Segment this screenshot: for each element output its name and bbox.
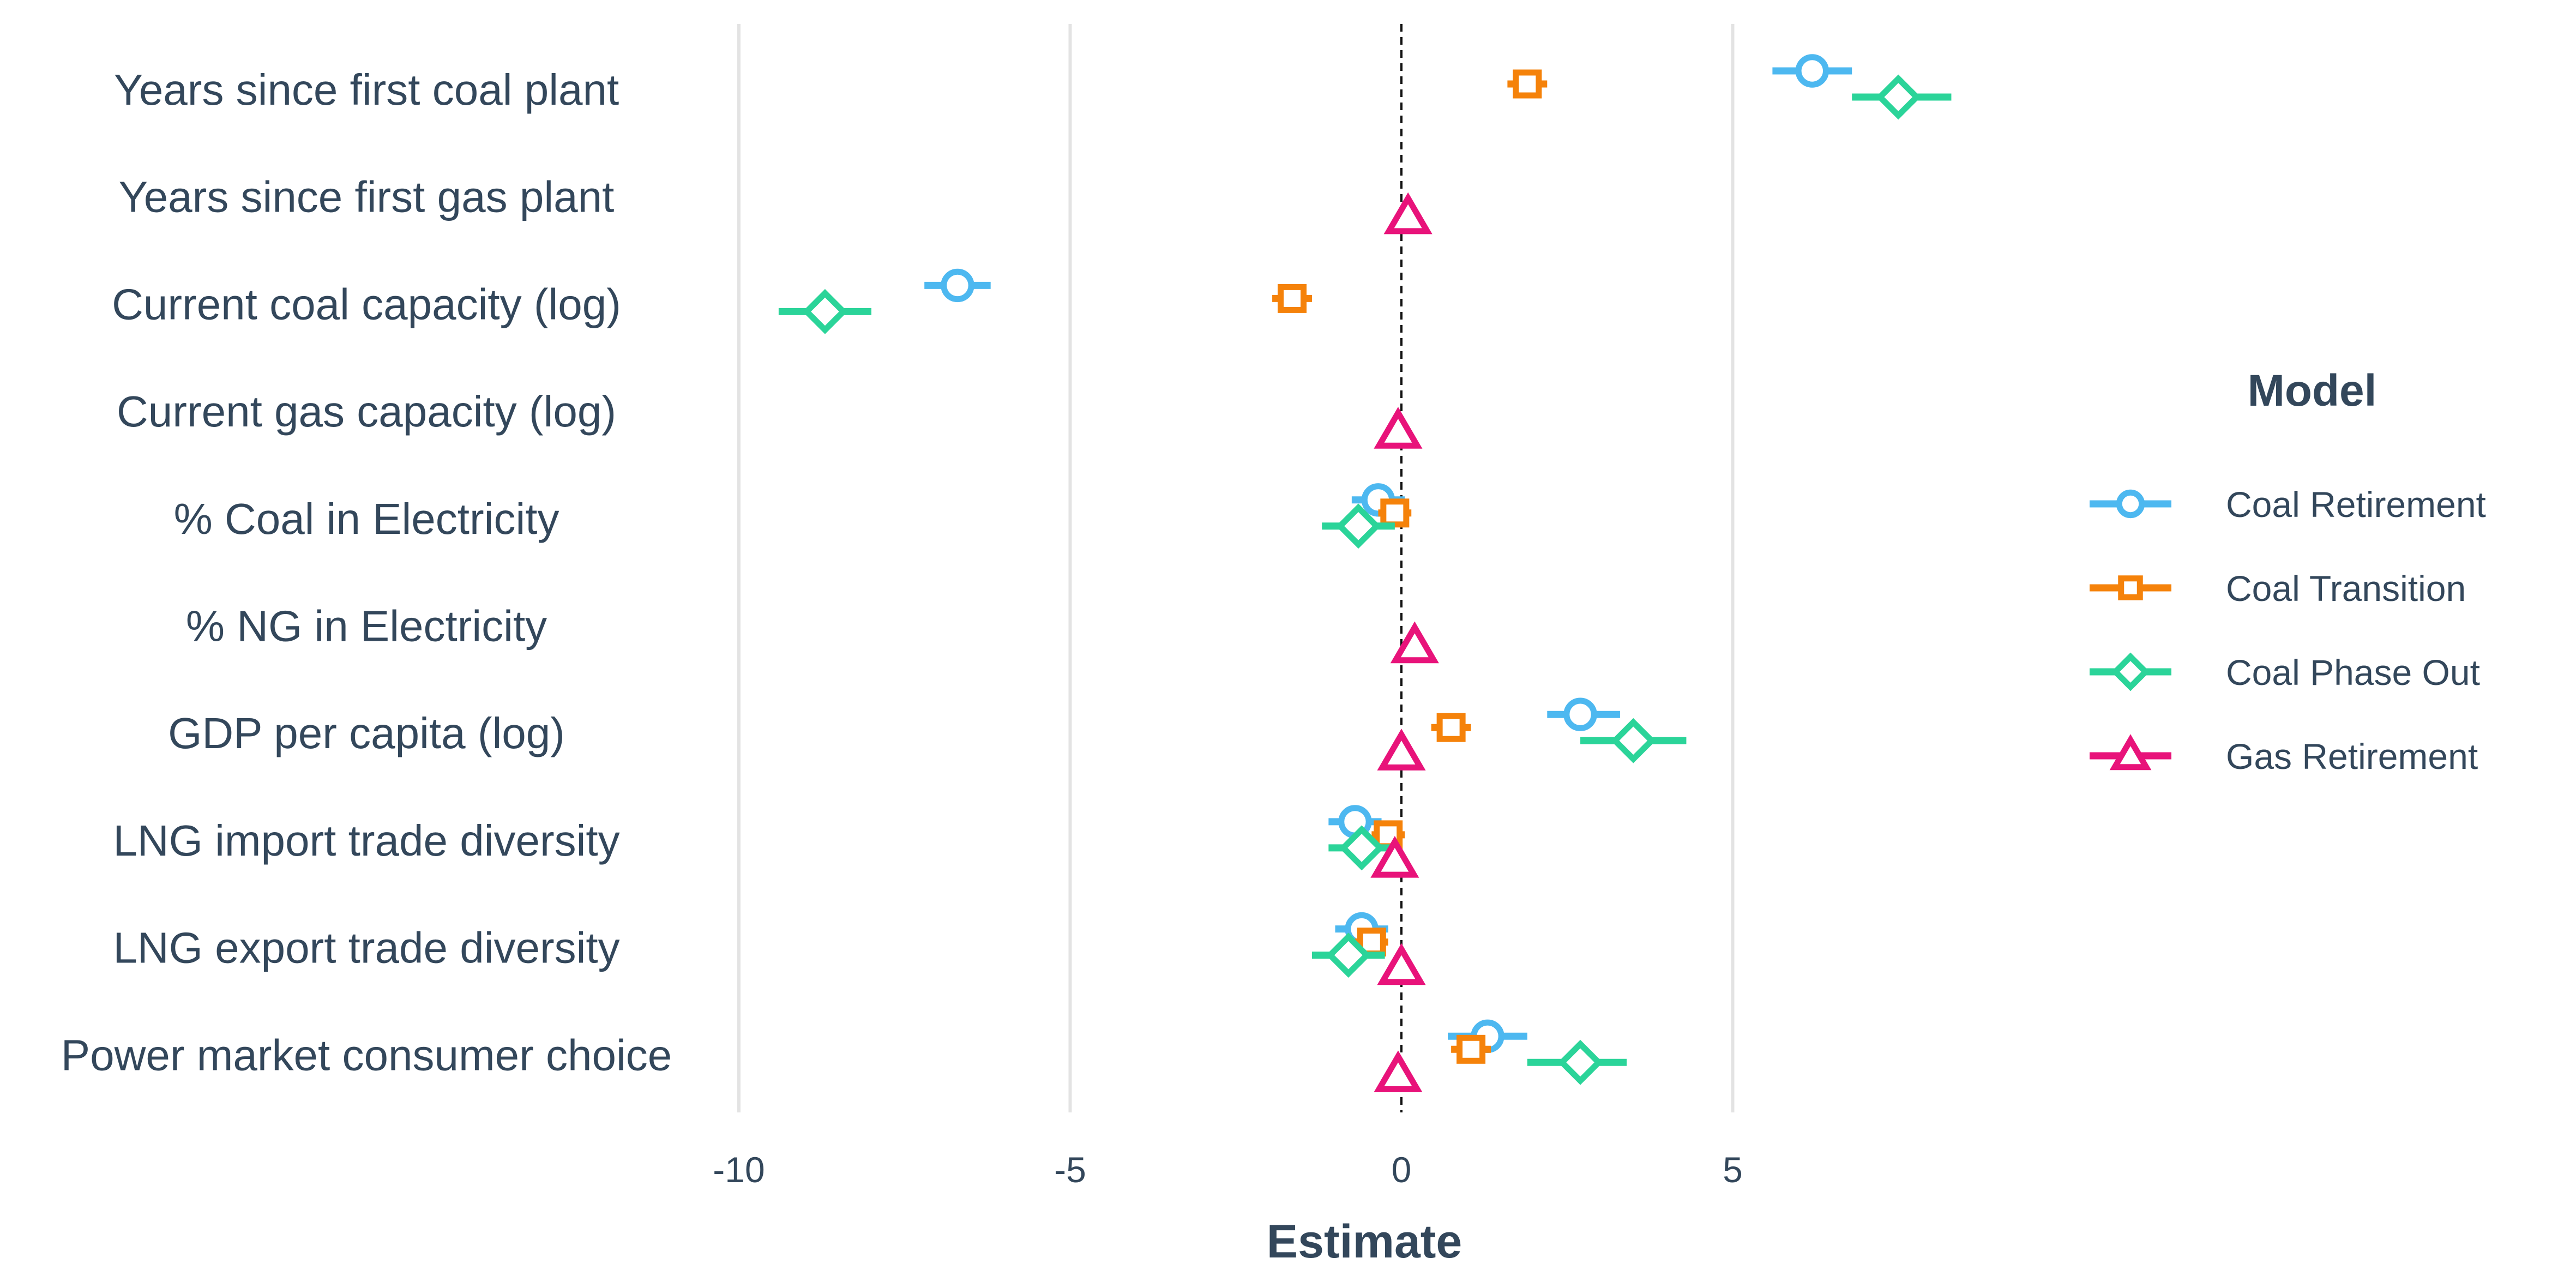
point-gas-retirement-power-market-consumer-choice — [1374, 1050, 1423, 1092]
point-gas-retirement-ng-in-electricity — [1390, 621, 1439, 664]
point-coal-phase-out-power-market-consumer-choice — [1557, 1039, 1603, 1085]
legend-key-marker — [2109, 734, 2152, 771]
point-coal-transition-power-market-consumer-choice — [1456, 1034, 1486, 1064]
y-label-current-coal-capacity-log: Current coal capacity (log) — [112, 280, 621, 328]
point-gas-retirement-lng-export-trade-diversity — [1377, 943, 1426, 985]
series-coal-retirement — [924, 54, 1852, 1054]
y-label-ng-in-electricity: % NG in Electricity — [186, 602, 547, 651]
point-coal-retirement-years-since-first-coal-plant — [1795, 54, 1829, 88]
y-label-gdp-per-capita-log: GDP per capita (log) — [168, 709, 565, 757]
point-coal-phase-out-coal-in-electricity — [1335, 503, 1381, 549]
point-coal-transition-coal-in-electricity — [1380, 498, 1410, 528]
point-coal-retirement-gdp-per-capita-log — [1563, 697, 1597, 731]
y-label-lng-import-trade-diversity: LNG import trade diversity — [113, 816, 619, 865]
legend-item-coal-retirement: Coal Retirement — [2090, 484, 2486, 525]
point-coal-phase-out-years-since-first-coal-plant — [1875, 74, 1921, 120]
series-coal-phase-out — [778, 74, 1952, 1085]
point-coal-phase-out-lng-export-trade-diversity — [1326, 932, 1371, 978]
legend-title: Model — [2248, 366, 2377, 416]
legend-label: Coal Transition — [2226, 568, 2466, 609]
x-tick-neg5: -5 — [1054, 1149, 1086, 1190]
y-axis-labels: Years since first coal plant Years since … — [61, 65, 672, 1079]
series-gas-retirement — [1370, 192, 1439, 1092]
point-coal-retirement-current-coal-capacity-log — [941, 268, 974, 303]
point-gas-retirement-current-gas-capacity-log — [1374, 407, 1423, 449]
legend-label: Coal Phase Out — [2226, 652, 2480, 693]
legend-key-marker — [2118, 575, 2143, 600]
x-tick-neg10: -10 — [713, 1149, 765, 1190]
legend-key-marker — [2111, 652, 2150, 691]
point-coal-phase-out-gdp-per-capita-log — [1610, 718, 1656, 763]
y-label-years-since-first-coal-plant: Years since first coal plant — [114, 65, 619, 114]
y-label-lng-export-trade-diversity: LNG export trade diversity — [113, 924, 619, 972]
x-axis-ticks: -10 -5 0 5 — [713, 1149, 1743, 1190]
x-tick-0: 0 — [1392, 1149, 1412, 1190]
y-label-years-since-first-gas-plant: Years since first gas plant — [119, 173, 615, 221]
legend-key-marker — [2116, 489, 2145, 519]
point-coal-phase-out-lng-import-trade-diversity — [1339, 825, 1385, 871]
legend-label: Coal Retirement — [2226, 484, 2486, 525]
data-series — [778, 54, 1952, 1092]
point-gas-retirement-years-since-first-gas-plant — [1383, 192, 1433, 234]
y-label-current-gas-capacity-log: Current gas capacity (log) — [117, 387, 616, 436]
point-gas-retirement-lng-import-trade-diversity — [1370, 835, 1419, 878]
point-coal-phase-out-current-coal-capacity-log — [802, 289, 848, 334]
legend-label: Gas Retirement — [2226, 736, 2478, 777]
series-coal-transition — [1272, 69, 1548, 1064]
gridlines — [737, 24, 1735, 1112]
legend-item-coal-transition: Coal Transition — [2090, 568, 2466, 609]
point-gas-retirement-gdp-per-capita-log — [1377, 729, 1426, 771]
y-label-coal-in-electricity: % Coal in Electricity — [174, 495, 559, 543]
legend: Model Coal Retirement Coal Transition Coal… — [2090, 366, 2486, 777]
legend-item-gas-retirement: Gas Retirement — [2090, 734, 2478, 777]
x-tick-5: 5 — [1723, 1149, 1743, 1190]
legend-item-coal-phase-out: Coal Phase Out — [2090, 652, 2480, 693]
point-coal-transition-current-coal-capacity-log — [1278, 284, 1307, 313]
point-coal-transition-gdp-per-capita-log — [1436, 713, 1466, 742]
y-label-power-market-consumer-choice: Power market consumer choice — [61, 1031, 672, 1079]
x-axis-title: Estimate — [1267, 1215, 1462, 1268]
point-coal-transition-years-since-first-coal-plant — [1513, 69, 1542, 99]
